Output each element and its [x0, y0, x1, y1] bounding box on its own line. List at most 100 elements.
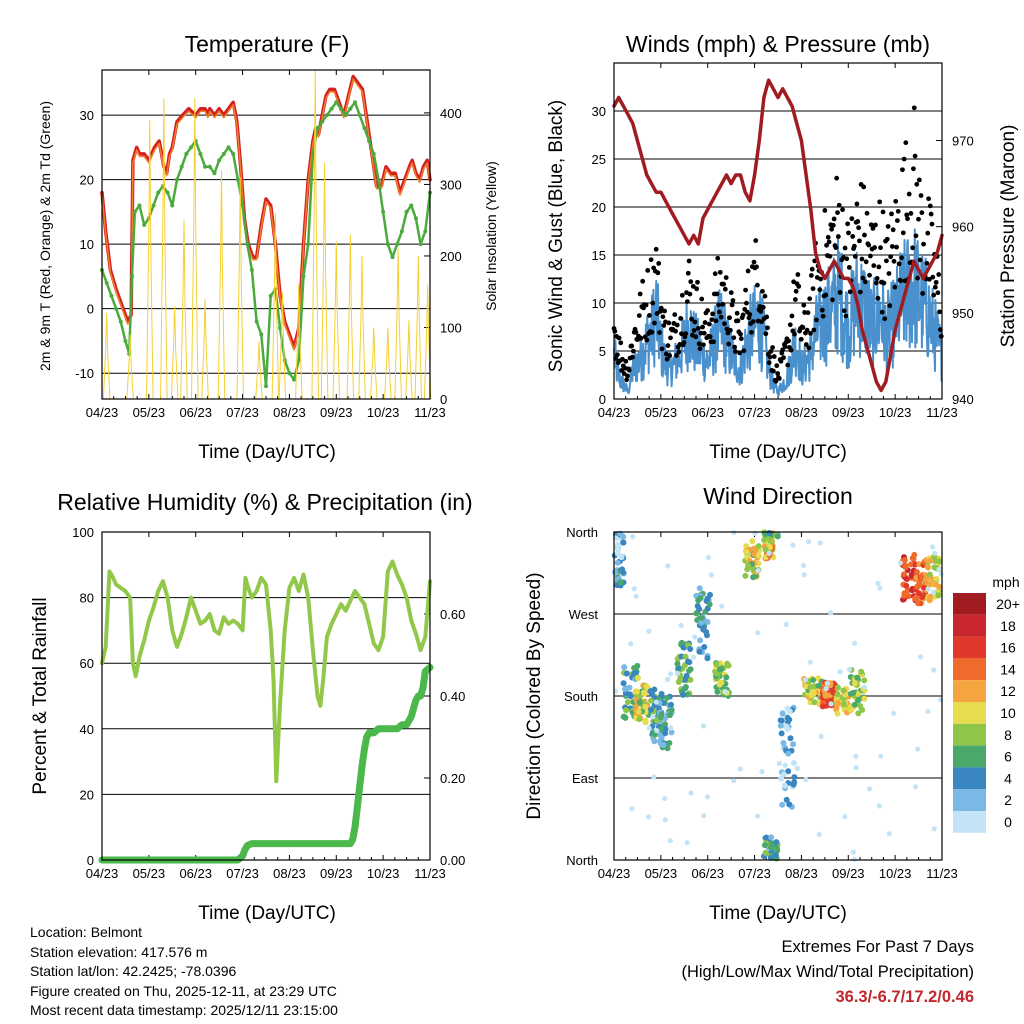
wind-direction-direction-point	[810, 677, 817, 684]
wind-direction-calm-point	[705, 554, 712, 561]
wind-direction-calm-point	[646, 814, 652, 820]
humidity-series-line	[98, 663, 434, 864]
wind-direction-calm-point	[629, 806, 635, 812]
winds-gust-point	[636, 313, 642, 319]
humidity-ytick-label: 20	[80, 787, 94, 802]
winds-gust-point	[747, 312, 753, 317]
wind-direction-calm-point	[850, 849, 856, 855]
wind-direction-direction-point	[834, 684, 841, 691]
temperature-dewpoint-point	[129, 274, 134, 279]
winds-gust-point	[857, 289, 863, 295]
temperature-ytick-right-label: 300	[440, 177, 462, 192]
temperature-dewpoint-point	[174, 177, 179, 182]
wind-direction-direction-point	[716, 666, 723, 673]
winds-gust-point	[931, 292, 937, 298]
wind-direction-calm-point	[776, 760, 782, 767]
wind-direction-calm-point	[759, 769, 765, 775]
temperature-dewpoint-point	[207, 164, 212, 169]
wind-direction-direction-point	[768, 834, 775, 841]
wind-direction-direction-point	[774, 533, 781, 540]
temperature-dewpoint-point	[249, 267, 254, 272]
winds-panel: Winds (mph) & Pressure (mb) 0 5 10 15 20 25 30…	[546, 31, 1019, 463]
wind-direction-direction-point	[777, 722, 784, 729]
winds-gust-point	[690, 283, 696, 289]
wind-direction-ytick-label: North	[566, 853, 598, 868]
temperature-dewpoint-point	[381, 209, 386, 214]
winds-gust-point	[823, 292, 829, 298]
winds-gust-point	[697, 346, 703, 352]
wind-direction-calm-point	[931, 667, 937, 673]
wind-direction-direction-point	[761, 842, 768, 849]
winds-gust-point	[716, 302, 721, 308]
wind-direction-direction-point	[641, 690, 648, 697]
winds-gust-point	[820, 313, 826, 319]
winds-gust-point	[894, 244, 899, 250]
temperature-solar-peak	[160, 98, 168, 400]
wind-direction-direction-point	[778, 775, 785, 782]
humidity-xtick-label: 08/23	[273, 866, 306, 881]
winds-ytick-label: 0	[599, 392, 606, 407]
winds-gust-point	[900, 230, 906, 236]
wind-direction-direction-point	[687, 645, 694, 652]
wind-direction-direction-point	[936, 583, 943, 590]
winds-gust-point	[729, 302, 735, 308]
temperature-ytick-label: -10	[75, 366, 94, 381]
winds-gust-point	[655, 270, 661, 276]
temperature-solar-peak	[126, 334, 134, 400]
wind-direction-calm-point	[665, 563, 671, 569]
wind-direction-direction-point	[913, 595, 920, 602]
wind-direction-direction-point	[623, 670, 630, 677]
temperature-solar-peak	[180, 220, 188, 400]
humidity-panel: Relative Humidity (%) & Precipitation (i…	[30, 489, 473, 924]
wind-direction-direction-point	[716, 681, 723, 688]
wind-direction-direction-point	[787, 735, 794, 742]
winds-gust-point	[738, 331, 743, 337]
colorbar-swatch	[953, 680, 986, 702]
wind-direction-direction-point	[714, 688, 721, 695]
wind-direction-direction-point	[618, 554, 625, 561]
winds-gust-point	[847, 289, 853, 295]
temperature-ytick-label: 10	[80, 237, 94, 252]
winds-gust-point	[845, 221, 851, 227]
temperature-dewpoint-point	[357, 113, 362, 118]
temperature-dewpoint-point	[132, 209, 137, 214]
winds-gust-point	[798, 336, 804, 342]
wind-direction-direction-point	[783, 796, 790, 803]
winds-ytick-label: 30	[592, 104, 606, 119]
temperature-dewpoint-point	[409, 203, 414, 208]
winds-xtick-label: 09/23	[832, 405, 865, 420]
winds-gust-point	[664, 356, 670, 362]
wind-direction-calm-point	[851, 856, 857, 862]
winds-gust-point	[892, 284, 898, 290]
temperature-xlabel: Time (Day/UTC)	[198, 442, 336, 463]
winds-gust-point	[862, 232, 867, 238]
wind-direction-direction-point	[682, 653, 689, 660]
temperature-xtick-label: 11/23	[414, 405, 446, 420]
wind-direction-calm-point	[704, 794, 711, 800]
winds-gust-point	[806, 345, 812, 351]
wind-direction-direction-point	[785, 750, 792, 757]
winds-gust-point	[672, 312, 678, 318]
colorbar-swatch	[953, 636, 986, 659]
wind-direction-direction-point	[815, 682, 822, 689]
temperature-dewpoint-point	[287, 371, 292, 376]
wind-direction-direction-point	[713, 661, 720, 668]
wind-direction-direction-point	[903, 582, 910, 589]
wind-direction-calm-point	[701, 813, 707, 819]
temperature-ylabel-right: Solar Insolation (Yellow)	[483, 161, 499, 311]
wind-direction-calm-point	[668, 671, 674, 677]
temperature-dewpoint-point	[165, 190, 170, 195]
wind-direction-calm-point	[782, 762, 788, 768]
wind-direction-direction-point	[766, 530, 773, 537]
winds-gust-point	[925, 230, 931, 236]
temperature-dewpoint-point	[142, 222, 147, 227]
winds-gust-point	[618, 340, 624, 346]
winds-gust-point	[760, 304, 766, 310]
winds-gust-point	[721, 281, 727, 287]
wind-direction-direction-point	[763, 834, 770, 841]
temperature-dewpoint-point	[259, 332, 264, 337]
winds-gust-point	[861, 184, 867, 190]
temperature-dewpoint-point	[395, 242, 400, 247]
colorbar-label: 16	[1000, 640, 1016, 656]
